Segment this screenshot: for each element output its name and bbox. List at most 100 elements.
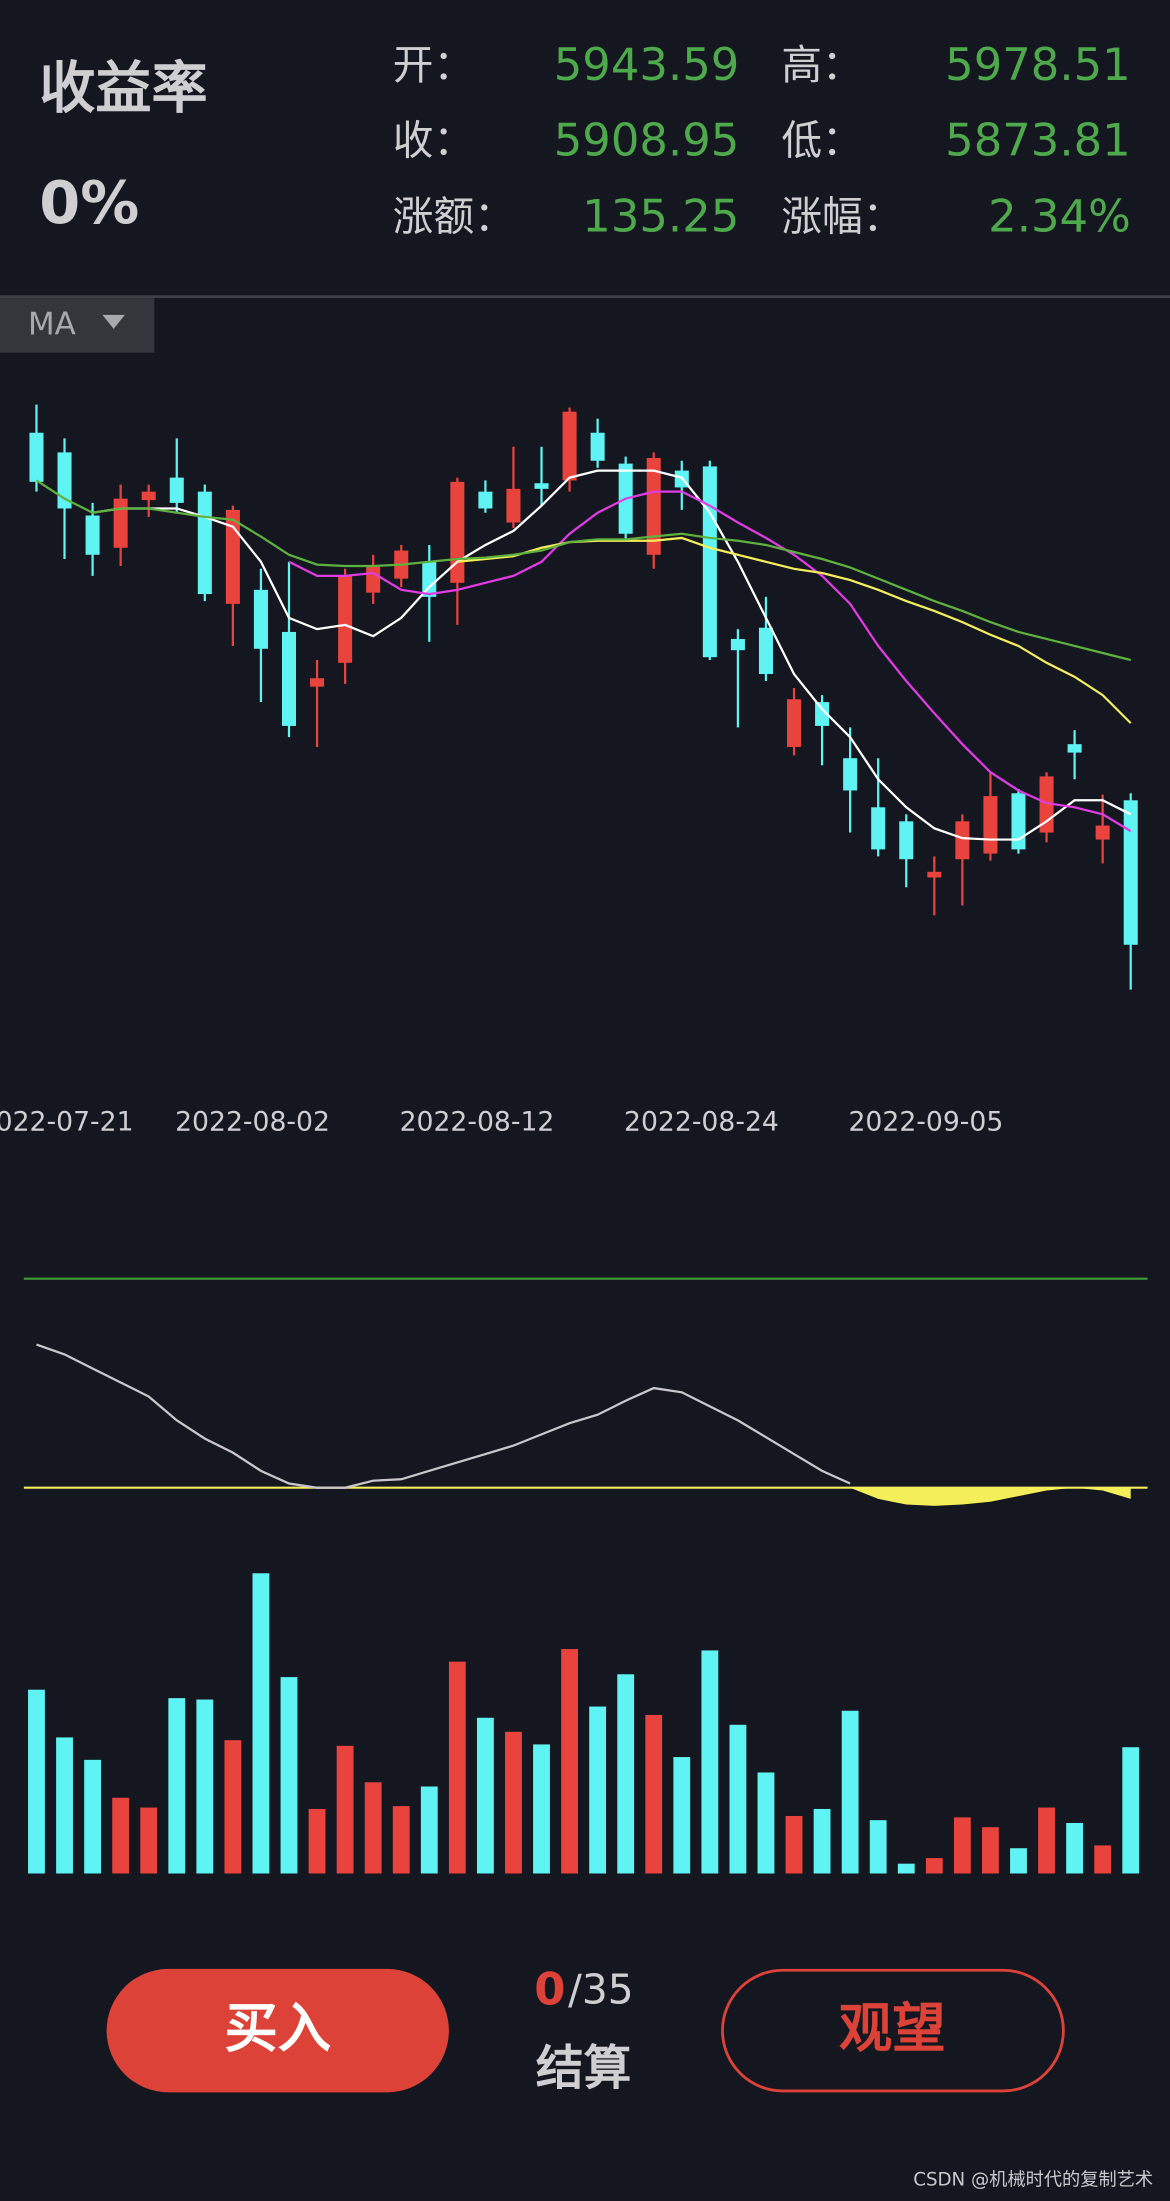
candle-body — [113, 498, 128, 548]
volume-bar — [364, 1782, 382, 1874]
stat-value: 5908.95 — [554, 114, 740, 167]
volume-bar — [813, 1808, 831, 1874]
stats: 开： 5943.59 高： 5978.51 收： 5908.95 低： 5873.81 涨额： 1… — [393, 38, 1131, 243]
candle-body — [562, 411, 577, 481]
volume-bar — [589, 1706, 607, 1874]
volume-bar — [561, 1649, 578, 1874]
volume-bar — [729, 1724, 747, 1874]
volume-bar — [56, 1737, 73, 1874]
candle-body — [422, 561, 437, 597]
volume-bar — [308, 1808, 326, 1874]
volume-bar — [925, 1858, 943, 1874]
volume-bar — [140, 1807, 158, 1874]
volume-bar — [617, 1674, 635, 1874]
volume-bar — [196, 1699, 214, 1874]
volume-bar — [1066, 1822, 1084, 1874]
volume-bar — [420, 1786, 438, 1874]
volume-bar — [84, 1759, 102, 1874]
volume-bar — [252, 1573, 270, 1874]
stat-value: 135.25 — [582, 189, 739, 242]
candle-body — [29, 432, 44, 482]
stat-value: 5873.81 — [945, 114, 1131, 167]
candle-body — [225, 509, 240, 604]
candle-body — [815, 702, 830, 726]
volume-bar — [785, 1815, 803, 1874]
volume-bar — [112, 1797, 130, 1874]
candle-body — [1123, 800, 1138, 945]
volume-bar — [673, 1757, 691, 1874]
candle-body — [310, 678, 325, 687]
stat-value: 5943.59 — [554, 38, 740, 91]
volume-bar — [280, 1677, 298, 1874]
volume-bar — [701, 1650, 719, 1874]
volume-bar — [841, 1710, 859, 1874]
candle-body — [57, 452, 72, 509]
volume-bar — [757, 1772, 775, 1874]
volume-bar — [869, 1820, 887, 1874]
charts: 2022-07-21 2022-08-02 2022-08-12 2022-08-24… — [0, 404, 1148, 1874]
candle-body — [366, 566, 381, 593]
candle-body — [843, 758, 858, 791]
candle-body — [702, 466, 717, 658]
candle-body — [534, 483, 549, 489]
volume-bar — [168, 1698, 186, 1874]
candle-body — [253, 589, 268, 649]
progress-total: /35 — [568, 1966, 633, 2014]
x-tick-label: 2022-08-12 — [400, 1106, 555, 1137]
watch-label[interactable]: 观望 — [839, 1998, 946, 2060]
candle-body — [646, 457, 661, 555]
volume-bar — [897, 1863, 915, 1874]
volume-bar — [448, 1661, 466, 1874]
candle-body — [450, 481, 465, 583]
buy-bg[interactable] — [106, 1968, 449, 2093]
candle-body — [983, 796, 998, 854]
x-tick-label: 2022-07-21 — [0, 1106, 134, 1137]
volume-bar — [533, 1744, 550, 1874]
volume-bar — [953, 1817, 971, 1874]
volume-bar — [224, 1740, 242, 1874]
stat-label: 涨额： — [393, 192, 515, 240]
candle-body — [590, 432, 605, 461]
candle-body — [955, 821, 970, 860]
stat-label: 涨幅： — [781, 192, 903, 240]
volume-bar — [982, 1827, 999, 1874]
settle: 结算 — [536, 2041, 631, 2096]
stat-value: 2.34% — [988, 189, 1131, 242]
candle-body — [169, 477, 184, 503]
candle-body — [85, 515, 100, 555]
return-title: 收益率 — [39, 56, 207, 121]
volume-bar — [476, 1717, 494, 1874]
stat-label: 低： — [781, 117, 862, 165]
buy-button[interactable]: 买入 — [106, 1968, 449, 2093]
candle-body — [1095, 825, 1110, 840]
candle-body — [899, 821, 914, 860]
indicator-menu[interactable]: MA — [0, 298, 155, 353]
volume-bar — [505, 1731, 522, 1874]
candle-body — [141, 491, 156, 501]
candle-body — [338, 575, 353, 663]
watch-bg[interactable] — [721, 1968, 1065, 2093]
menu-arrow[interactable] — [102, 314, 125, 329]
ma-line — [288, 490, 1132, 833]
buy-label[interactable]: 买入 — [224, 1998, 331, 2060]
x-tick-label: 2022-08-24 — [624, 1106, 779, 1137]
volume-bar — [392, 1806, 410, 1874]
menu-box[interactable] — [0, 298, 155, 353]
watermark: CSDN @机械时代的复制艺术 — [913, 2170, 1153, 2191]
volume-bar — [645, 1714, 663, 1874]
return-value: 0% — [39, 168, 139, 237]
candle-body — [197, 491, 212, 595]
x-tick-label: 2022-08-02 — [175, 1106, 330, 1137]
candle-body — [787, 699, 802, 747]
ma-line — [92, 469, 1132, 841]
stat-value: 5978.51 — [945, 38, 1131, 91]
stat-label: 高： — [781, 41, 862, 89]
volume-bar — [1010, 1848, 1027, 1874]
menu-label[interactable]: MA — [28, 307, 76, 343]
candle-body — [871, 807, 886, 850]
watch-button[interactable]: 观望 — [721, 1968, 1065, 2093]
candle-body — [478, 491, 493, 509]
